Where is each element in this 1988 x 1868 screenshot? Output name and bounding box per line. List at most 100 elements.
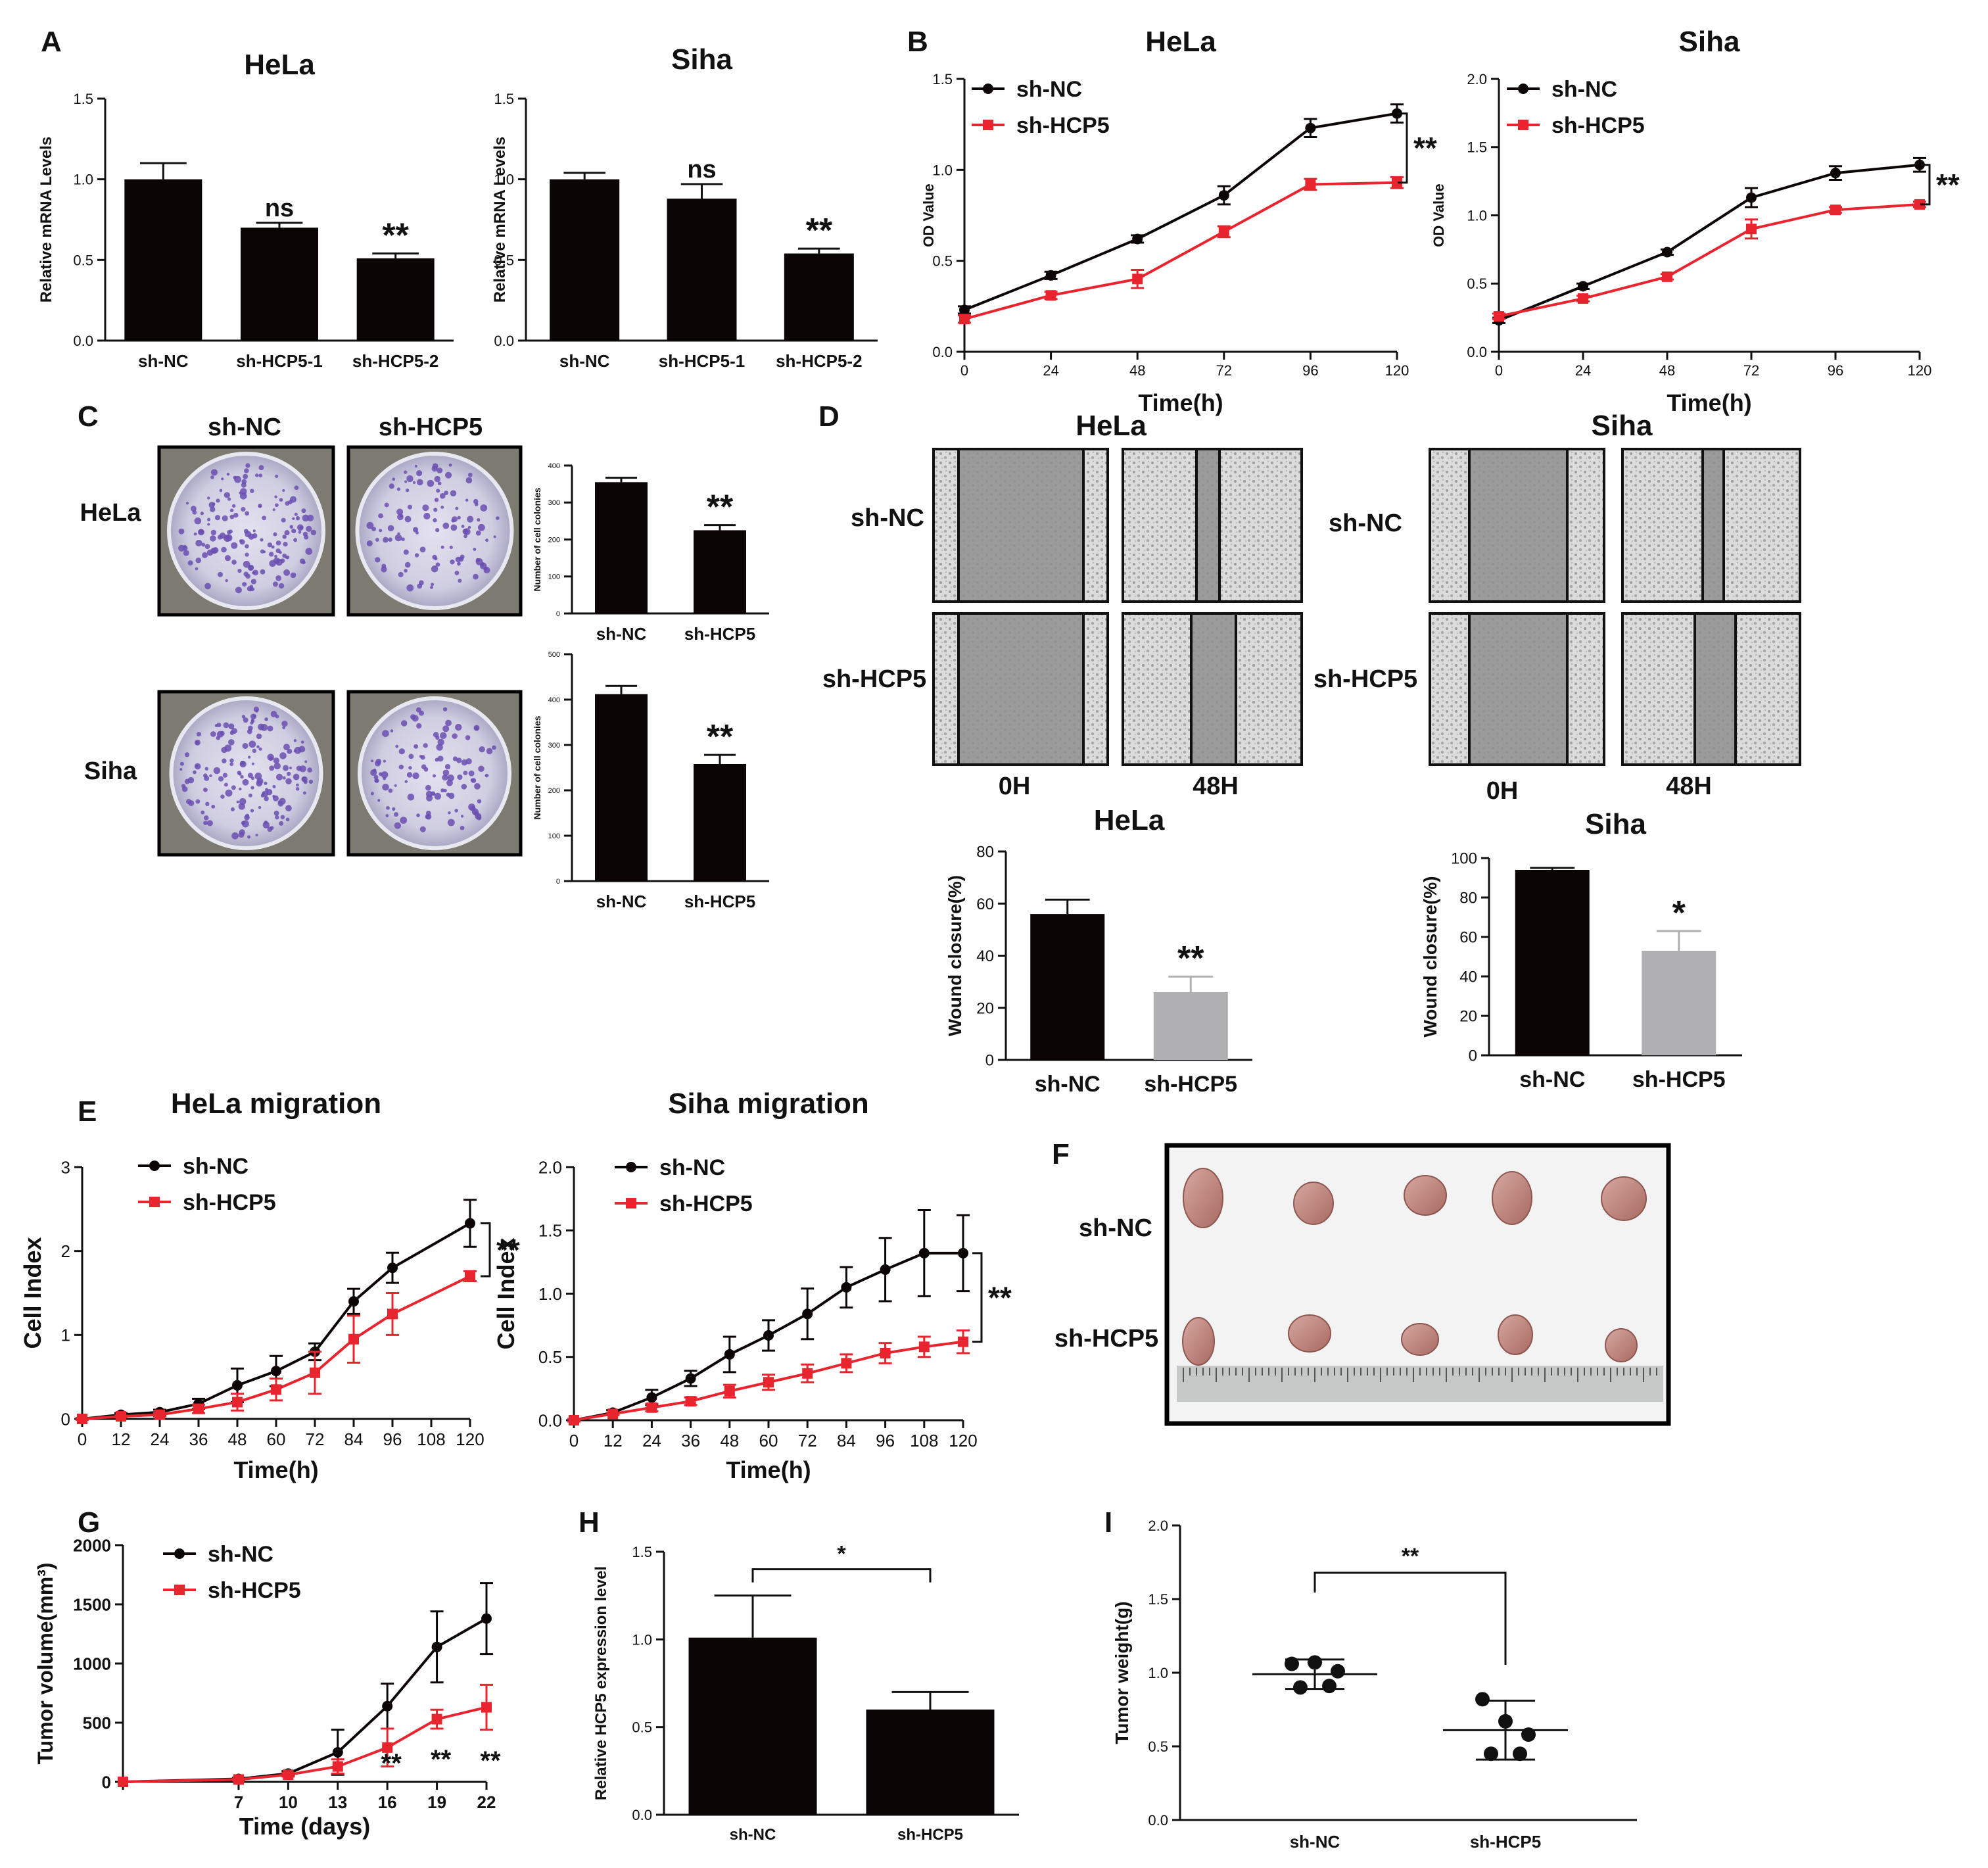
colony-dot <box>269 756 273 761</box>
colony-dot <box>431 565 438 573</box>
panel-b-siha-od-chart: 0.0 0.5 1.0 1.5 2.0 OD Value Siha 0 24 48 72 96 120 T… <box>1431 26 1960 416</box>
legend-marker <box>626 1198 636 1209</box>
colony-dot <box>241 506 246 512</box>
panel-c-siha-colony-chart: 0 100 200 300 400 500 Number of cell colonies s… <box>532 651 769 911</box>
y-tick-label: 100 <box>548 573 560 581</box>
panel-label-h: H <box>579 1506 600 1539</box>
y-axis-label: Tumor volume(mm³) <box>34 1563 57 1765</box>
colony-dot <box>251 762 254 765</box>
colony-dot <box>435 757 439 762</box>
colony-dot <box>285 556 288 559</box>
data-point <box>332 1747 343 1758</box>
colony-dot <box>461 784 467 790</box>
f-row-label-sh-nc: sh-NC <box>1079 1214 1152 1242</box>
colony-dot <box>278 583 285 589</box>
wound-gap <box>958 450 1083 600</box>
colony-dot <box>243 571 249 577</box>
x-tick-label: 12 <box>604 1431 623 1450</box>
colony-dot <box>195 764 199 768</box>
colony-dot <box>239 787 242 791</box>
colony-dot <box>283 569 291 576</box>
wound-gap <box>1703 450 1724 600</box>
colony-dot <box>240 775 244 779</box>
colony-dot <box>440 732 447 739</box>
x-category-label: sh-NC <box>1290 1832 1340 1852</box>
data-point <box>1331 1664 1345 1679</box>
y-tick-label: 0.5 <box>932 253 953 270</box>
data-point <box>465 1218 475 1229</box>
y-tick-label: 20 <box>1459 1008 1477 1026</box>
colony-dot <box>283 541 288 547</box>
colony-dot <box>285 778 292 784</box>
y-tick-label: 1.0 <box>73 172 93 188</box>
colony-dot <box>256 745 260 749</box>
colony-dot <box>228 739 235 746</box>
colony-dot <box>400 817 408 824</box>
x-tick-label: 13 <box>328 1792 347 1812</box>
colony-dot <box>400 720 408 727</box>
tumor <box>1601 1176 1647 1221</box>
series-line-sh-nc <box>1498 163 1920 322</box>
colony-dot <box>240 488 247 495</box>
colony-dot <box>214 515 221 521</box>
panel-g-tumor-volume-chart: 0 500 1000 1500 2000 Tumor volume(mm³) 7 10 13 16… <box>34 1535 501 1840</box>
colony-dot <box>448 463 452 467</box>
panel-i-tumor-weight-chart: 0.0 0.5 1.0 1.5 2.0 Tumor weight(g) sh-NC sh-HC… <box>1112 1518 1637 1852</box>
y-tick-label: 20 <box>976 999 994 1017</box>
wound-gap <box>1469 615 1567 763</box>
d-col-0h-left: 0H <box>999 773 1031 800</box>
colony-dot <box>220 794 225 799</box>
colony-dot <box>274 495 277 498</box>
colony-dot <box>250 721 254 725</box>
colony-dot <box>181 784 186 788</box>
colony-dot <box>310 529 317 536</box>
colony-dot <box>221 546 227 553</box>
tumor <box>1605 1328 1638 1362</box>
x-category-label: sh-NC <box>1035 1072 1100 1097</box>
colony-dot <box>262 515 267 521</box>
x-tick-label: 120 <box>949 1431 977 1450</box>
data-point <box>1322 1679 1337 1694</box>
significance-label: ** <box>1413 131 1437 165</box>
x-axis-label: Time(h) <box>1667 389 1751 416</box>
colony-dot <box>425 790 433 798</box>
tumor <box>1288 1314 1331 1353</box>
data-point <box>802 1308 813 1320</box>
colony-dot <box>435 528 440 533</box>
colony-dot <box>392 807 396 811</box>
panel-label-e: E <box>78 1095 97 1128</box>
colony-dot <box>193 532 197 536</box>
colony-dot <box>284 530 290 536</box>
x-tick-label: 22 <box>477 1792 496 1812</box>
colony-dot <box>407 504 413 510</box>
colony-dot <box>285 817 290 822</box>
x-tick-label: 24 <box>1043 362 1058 379</box>
colony-dot <box>388 788 393 793</box>
x-tick-label: 96 <box>1828 362 1843 379</box>
colony-dot <box>467 472 473 477</box>
colony-dot <box>467 525 471 529</box>
colony-dot <box>247 835 251 839</box>
colony-dot <box>390 729 394 732</box>
colony-dot <box>465 735 471 740</box>
data-point <box>271 1366 281 1377</box>
panel-d-wound-images: HeLa Siha sh-NC sh-HCP5 sh-NC sh-HCP5 0H… <box>822 410 1801 805</box>
x-tick-label: 10 <box>279 1792 298 1812</box>
colony-dot <box>480 504 488 512</box>
significance-bracket <box>751 1568 932 1583</box>
y-tick-label: 1000 <box>73 1654 111 1673</box>
colony-dot <box>185 502 189 505</box>
significance-label: ** <box>988 1280 1012 1314</box>
colony-dot <box>432 463 438 469</box>
data-point <box>481 1613 492 1624</box>
chart-title: Siha <box>1679 26 1740 58</box>
data-point <box>918 1247 930 1258</box>
colony-dot <box>299 765 306 773</box>
colony-dot <box>222 758 227 764</box>
significance-label: ** <box>707 718 734 756</box>
colony-dot <box>279 752 287 759</box>
colony-dot <box>202 552 208 558</box>
data-point <box>193 1403 204 1414</box>
x-axis-label: Time(h) <box>726 1456 811 1483</box>
d-row-sh-hcp5-right: sh-HCP5 <box>1314 665 1417 693</box>
